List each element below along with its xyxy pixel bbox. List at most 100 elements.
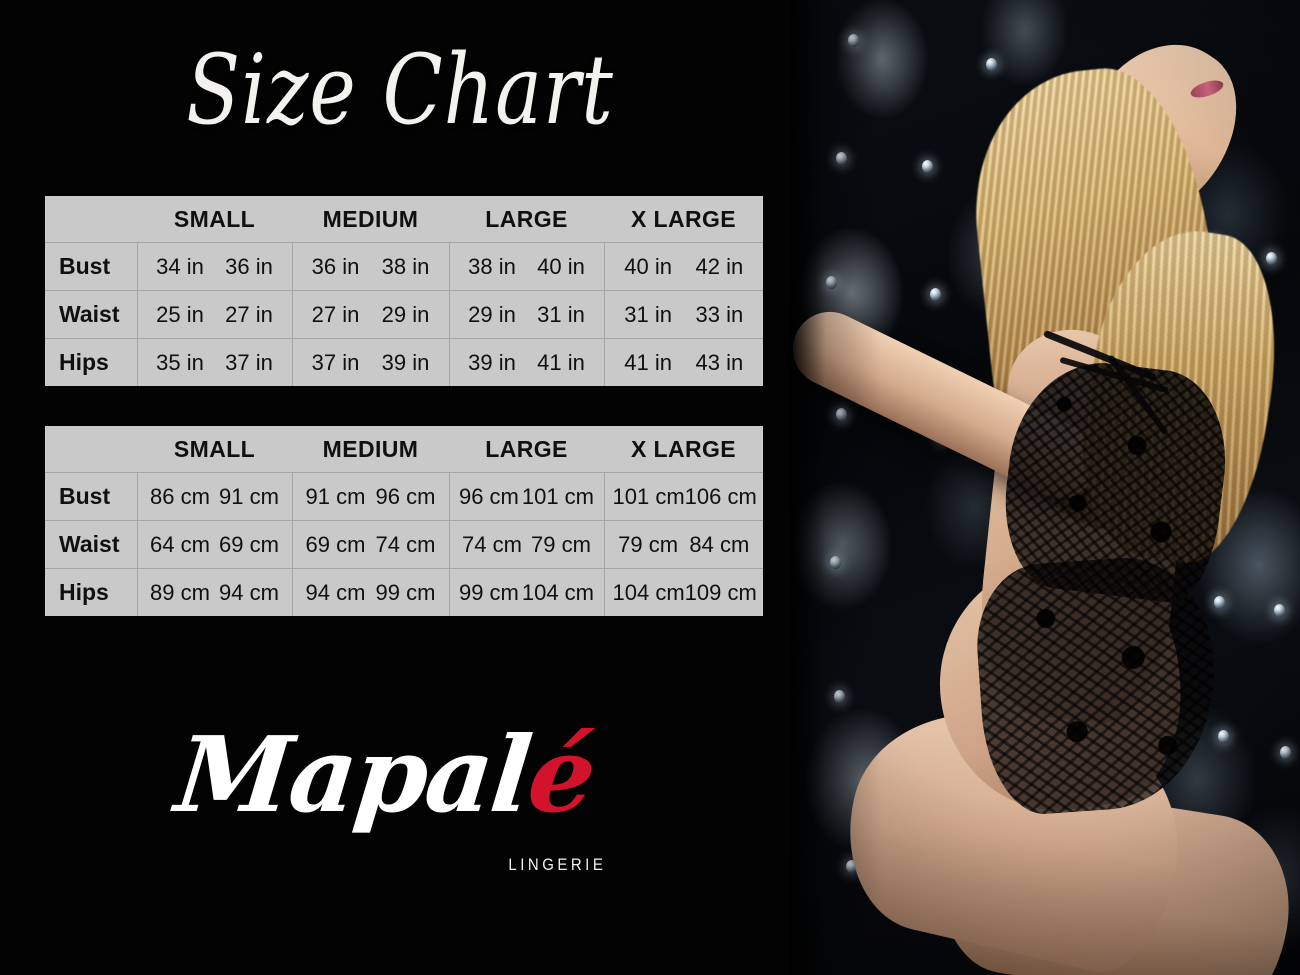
- value-low: 101 cm: [612, 483, 685, 509]
- value-high: 106 cm: [684, 483, 757, 509]
- cell-bust-x-large: 101 cm 106 cm: [604, 472, 763, 521]
- row-label-hips: Hips: [45, 568, 138, 616]
- value-low: 39 in: [468, 349, 516, 375]
- value-low: 74 cm: [462, 531, 522, 557]
- cell-bust-large: 38 in 40 in: [449, 242, 605, 291]
- value-low: 79 cm: [618, 531, 679, 557]
- row-label-bust: Bust: [45, 472, 138, 521]
- header-size-small: SMALL: [137, 426, 292, 473]
- value-high: 43 in: [695, 349, 744, 375]
- cell-bust-large: 96 cm 101 cm: [449, 472, 605, 521]
- value-low: 64 cm: [150, 531, 210, 557]
- value-low: 89 cm: [150, 579, 210, 605]
- header-size-x-large: X LARGE: [604, 426, 763, 473]
- cell-bust-small: 86 cm 91 cm: [137, 472, 293, 521]
- value-low: 40 in: [624, 253, 672, 279]
- cell-hips-x-large: 104 cm 109 cm: [604, 568, 763, 616]
- value-high: 33 in: [695, 301, 744, 327]
- value-low: 91 cm: [305, 483, 366, 509]
- cell-waist-small: 64 cm 69 cm: [137, 520, 293, 569]
- value-low: 27 in: [311, 301, 360, 327]
- value-high: 99 cm: [375, 579, 436, 605]
- cell-hips-small: 35 in 37 in: [137, 338, 293, 386]
- value-high: 41 in: [537, 349, 585, 375]
- cell-waist-large: 74 cm 79 cm: [449, 520, 605, 569]
- cell-waist-x-large: 31 in 33 in: [604, 290, 763, 339]
- size-table-centimeters: SMALL MEDIUM LARGE X LARGE Bust 86 cm 91 …: [45, 426, 763, 616]
- cell-waist-small: 25 in 27 in: [137, 290, 293, 339]
- value-low: 38 in: [468, 253, 516, 279]
- brand-subtitle: LINGERIE: [508, 855, 606, 874]
- value-high: 96 cm: [375, 483, 436, 509]
- value-low: 96 cm: [458, 483, 519, 509]
- value-low: 34 in: [156, 253, 204, 279]
- value-high: 91 cm: [219, 483, 279, 509]
- value-low: 94 cm: [305, 579, 366, 605]
- brand-name-accent: é: [522, 713, 600, 836]
- header-size-small: SMALL: [137, 196, 292, 243]
- cell-hips-small: 89 cm 94 cm: [137, 568, 293, 616]
- cell-hips-medium: 94 cm 99 cm: [292, 568, 450, 616]
- size-table-inches-body: Bust 34 in 36 in 36 in 38 in 38 in 40 in 40…: [45, 242, 763, 386]
- size-table-inches-head: SMALL MEDIUM LARGE X LARGE: [45, 196, 763, 243]
- value-low: 37 in: [311, 349, 360, 375]
- value-high: 36 in: [225, 253, 273, 279]
- table-row: Bust 34 in 36 in 36 in 38 in 38 in 40 in 40…: [45, 242, 763, 291]
- table-row: Waist 64 cm 69 cm 69 cm 74 cm 74 cm 79 cm 7…: [45, 520, 763, 569]
- value-high: 27 in: [225, 301, 273, 327]
- brand-name-main: Mapal: [170, 713, 536, 836]
- size-table-centimeters-head: SMALL MEDIUM LARGE X LARGE: [45, 426, 763, 473]
- cell-bust-small: 34 in 36 in: [137, 242, 293, 291]
- table-row: Waist 25 in 27 in 27 in 29 in 29 in 31 in 3…: [45, 290, 763, 339]
- value-high: 69 cm: [219, 531, 279, 557]
- cell-bust-medium: 36 in 38 in: [292, 242, 450, 291]
- value-high: 37 in: [225, 349, 273, 375]
- value-high: 42 in: [695, 253, 744, 279]
- header-size-medium: MEDIUM: [292, 426, 449, 473]
- value-high: 29 in: [381, 301, 430, 327]
- size-table-centimeters-body: Bust 86 cm 91 cm 91 cm 96 cm 96 cm 101 cm 1…: [45, 472, 763, 616]
- value-low: 69 cm: [305, 531, 366, 557]
- cell-hips-medium: 37 in 39 in: [292, 338, 450, 386]
- value-low: 25 in: [156, 301, 204, 327]
- value-high: 101 cm: [521, 483, 594, 509]
- cell-hips-large: 39 in 41 in: [449, 338, 605, 386]
- header-size-large: LARGE: [449, 426, 604, 473]
- cell-waist-large: 29 in 31 in: [449, 290, 605, 339]
- cell-hips-large: 99 cm 104 cm: [449, 568, 605, 616]
- header-size-medium: MEDIUM: [292, 196, 449, 243]
- value-high: 39 in: [381, 349, 430, 375]
- brand-wordmark: Mapalé: [144, 713, 626, 836]
- header-size-x-large: X LARGE: [604, 196, 763, 243]
- value-high: 84 cm: [689, 531, 750, 557]
- cell-hips-x-large: 41 in 43 in: [604, 338, 763, 386]
- cell-waist-medium: 27 in 29 in: [292, 290, 450, 339]
- page-title: Size Chart: [186, 34, 614, 146]
- value-low: 41 in: [624, 349, 672, 375]
- model-figure: [790, 0, 1300, 975]
- model-photo: [790, 0, 1300, 975]
- header-corner: [45, 426, 137, 473]
- row-label-waist: Waist: [45, 290, 138, 339]
- table-row: Hips 35 in 37 in 37 in 39 in 39 in 41 in 41…: [45, 338, 763, 386]
- table-header-row: SMALL MEDIUM LARGE X LARGE: [45, 196, 763, 243]
- brand-logo: Mapalé LINGERIE: [150, 713, 620, 903]
- value-low: 35 in: [156, 349, 204, 375]
- cell-bust-x-large: 40 in 42 in: [604, 242, 763, 291]
- value-high: 74 cm: [375, 531, 436, 557]
- value-high: 40 in: [537, 253, 585, 279]
- value-high: 31 in: [537, 301, 585, 327]
- value-low: 104 cm: [612, 579, 685, 605]
- size-table-inches: SMALL MEDIUM LARGE X LARGE Bust 34 in 36 …: [45, 196, 763, 386]
- value-high: 79 cm: [531, 531, 591, 557]
- value-low: 99 cm: [458, 579, 519, 605]
- table-header-row: SMALL MEDIUM LARGE X LARGE: [45, 426, 763, 473]
- value-low: 31 in: [624, 301, 672, 327]
- row-label-hips: Hips: [45, 338, 138, 386]
- table-row: Hips 89 cm 94 cm 94 cm 99 cm 99 cm 104 cm 1…: [45, 568, 763, 616]
- value-low: 36 in: [311, 253, 360, 279]
- value-high: 109 cm: [684, 579, 757, 605]
- table-row: Bust 86 cm 91 cm 91 cm 96 cm 96 cm 101 cm 1…: [45, 472, 763, 521]
- header-size-large: LARGE: [449, 196, 604, 243]
